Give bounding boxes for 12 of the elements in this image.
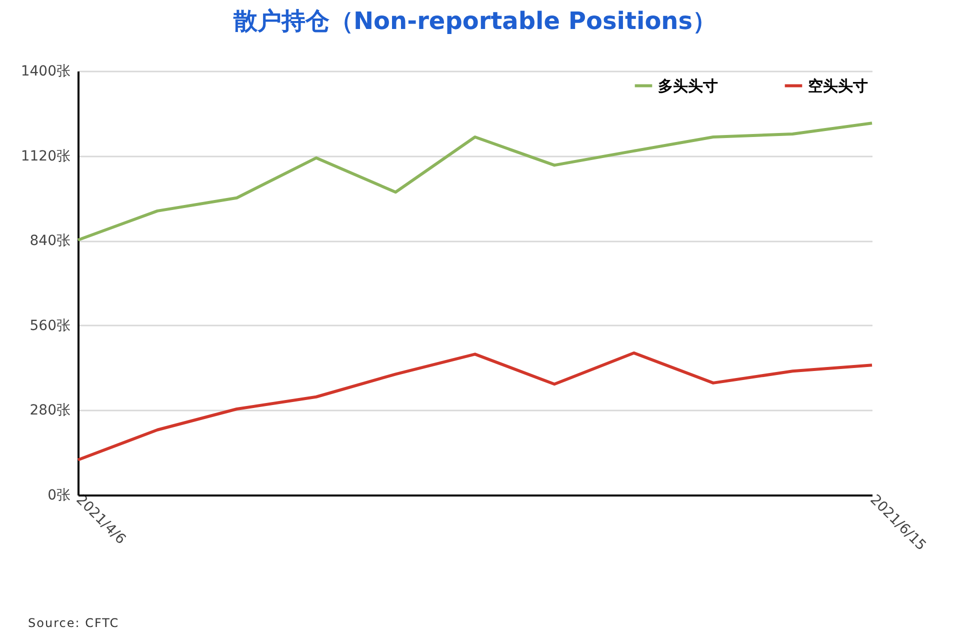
y-tick-label: 560张 [30, 318, 70, 334]
line-series [76, 351, 874, 462]
y-tick-label: 1400张 [20, 64, 70, 80]
y-tick-label: 0张 [48, 488, 70, 504]
legend-label: 空头头寸 [808, 76, 868, 95]
y-tick-label: 280张 [30, 402, 70, 419]
chart-title: 散户持仓（Non-reportable Positions） [232, 7, 717, 35]
y-tick-label: 840张 [30, 233, 70, 250]
source-note: Source: CFTC [28, 616, 120, 630]
line-series [76, 122, 874, 242]
y-tick-label: 1120张 [20, 148, 70, 164]
legend-label: 多头头寸 [658, 76, 718, 95]
